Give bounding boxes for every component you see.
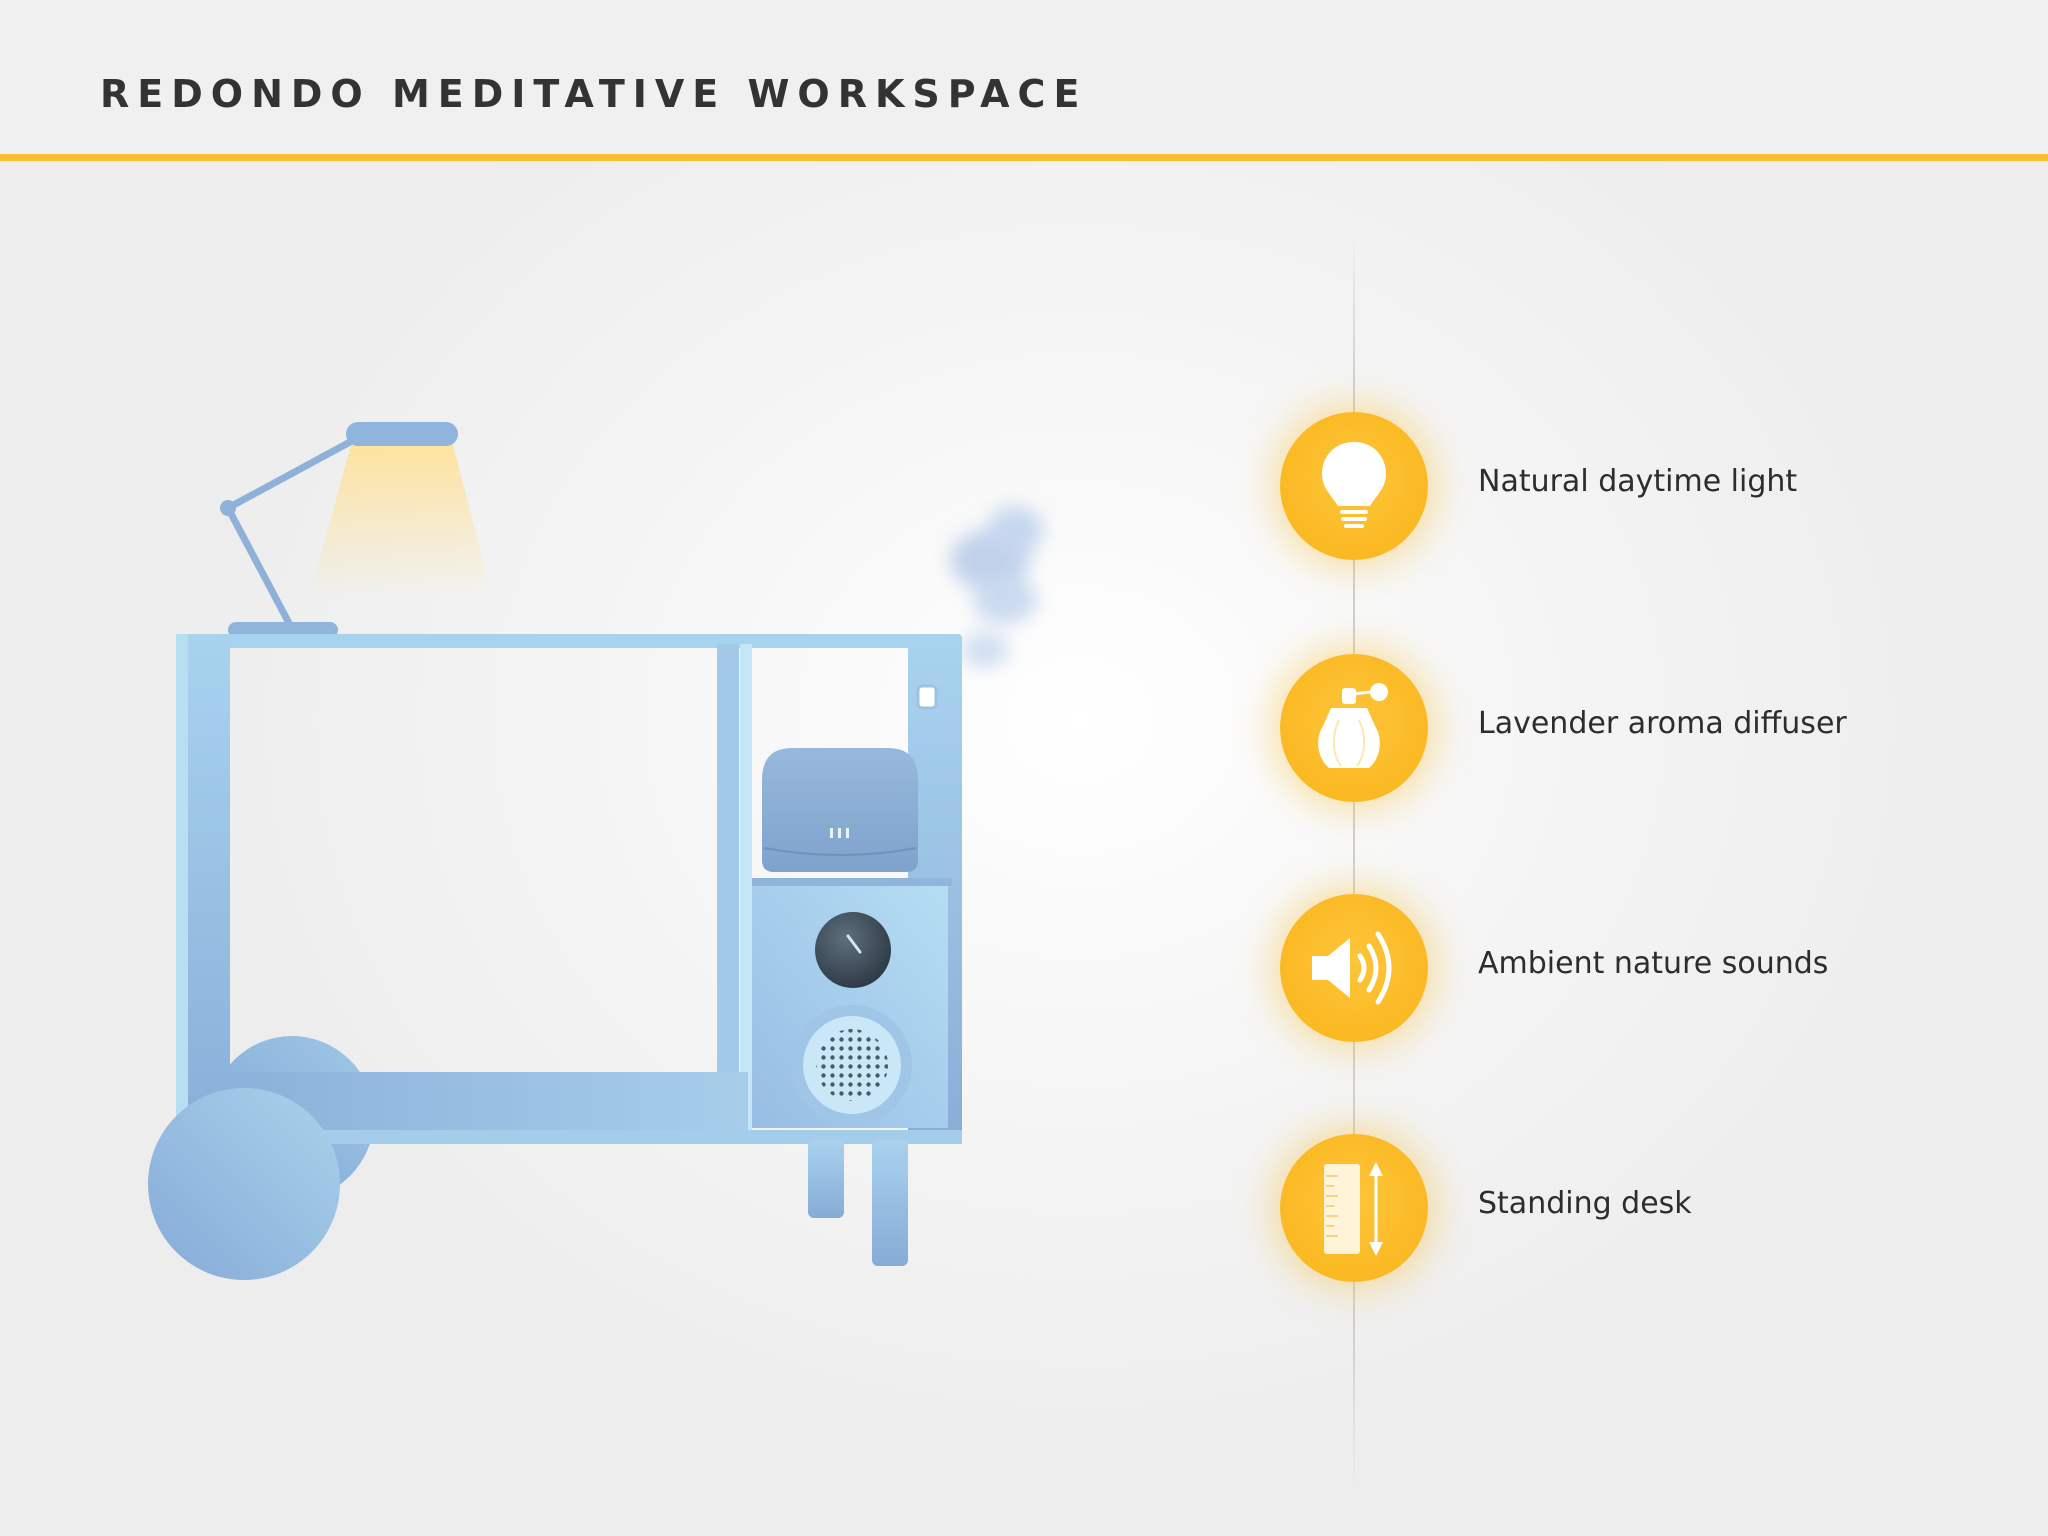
- height-ruler-icon: [1324, 1162, 1383, 1256]
- feature-label: Standing desk: [1478, 1186, 1692, 1221]
- feature-label: Lavender aroma diffuser: [1478, 706, 1847, 741]
- feature-item-light: Natural daytime light: [0, 412, 2048, 562]
- desk-leg-front: [872, 1140, 908, 1266]
- header-accent-rule: [0, 154, 2048, 161]
- feature-item-sound: Ambient nature sounds: [0, 894, 2048, 1044]
- diffuser-steam: [950, 506, 1043, 668]
- volume-knob: [815, 912, 891, 988]
- feature-label: Natural daytime light: [1478, 464, 1798, 499]
- page-title: REDONDO MEDITATIVE WORKSPACE: [100, 72, 1088, 116]
- timeline-line: [1353, 230, 1355, 1490]
- feature-item-aroma: Lavender aroma diffuser: [0, 654, 2048, 804]
- feature-item-standing-desk: Standing desk: [0, 1134, 2048, 1284]
- desk-leg-back: [808, 1140, 844, 1218]
- speaker-grill: [816, 1029, 888, 1101]
- aroma-diffuser: [762, 748, 918, 872]
- header: REDONDO MEDITATIVE WORKSPACE: [0, 0, 2048, 158]
- feature-label: Ambient nature sounds: [1478, 946, 1829, 981]
- speaker-cabinet: [752, 878, 952, 1128]
- front-wheel: [148, 1088, 340, 1280]
- speaker-icon: [1312, 931, 1392, 1005]
- light-bulb-icon: [1322, 442, 1386, 528]
- perfume-bottle-icon: [1318, 683, 1388, 768]
- lamp-light-beam: [310, 442, 492, 595]
